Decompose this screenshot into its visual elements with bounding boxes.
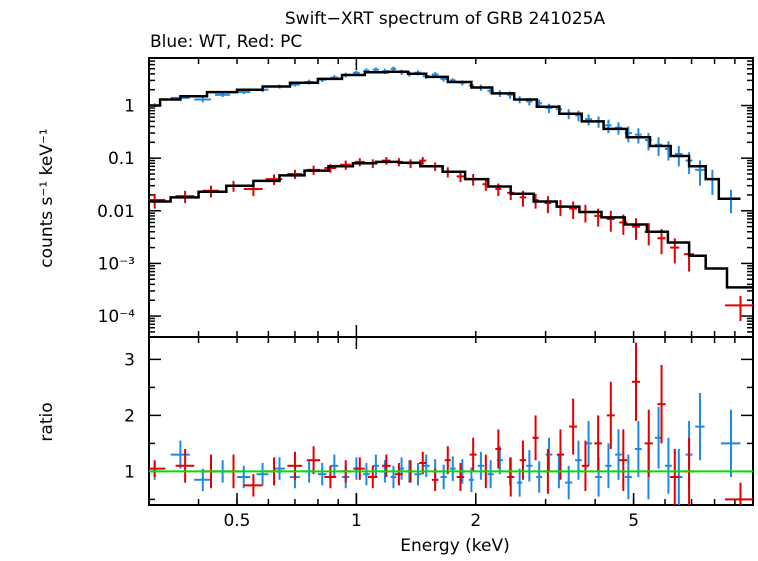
ratio-point-pc bbox=[243, 474, 263, 497]
ratio-point-pc bbox=[594, 415, 602, 472]
spectrum-point-pc bbox=[456, 171, 465, 183]
ratio-point-pc bbox=[644, 409, 653, 477]
ratio-point-wt bbox=[545, 437, 553, 472]
ratio-point-pc bbox=[725, 482, 753, 505]
ratio-point-wt bbox=[695, 393, 705, 461]
ratio-point-pc bbox=[670, 449, 680, 505]
ratio-point-wt bbox=[170, 440, 190, 469]
ratio-point-wt bbox=[634, 421, 642, 477]
spectrum-y-tick-label: 10⁻⁴ bbox=[98, 307, 136, 327]
ratio-point-pc bbox=[657, 365, 666, 444]
ratio-point-wt bbox=[536, 461, 543, 493]
x-tick-label: 5 bbox=[628, 511, 639, 531]
ratio-point-pc bbox=[581, 440, 590, 491]
ratio-point-pc bbox=[532, 415, 539, 461]
spectrum-panel-frame bbox=[148, 57, 754, 338]
spectrum-point-pc bbox=[725, 296, 753, 322]
spectrum-point-wt bbox=[545, 103, 553, 114]
spectrum-y-axis-label: counts s⁻¹ keV⁻¹ bbox=[37, 128, 57, 267]
spectrum-point-pc bbox=[631, 218, 641, 240]
ratio-point-wt bbox=[256, 463, 269, 486]
ratio-point-wt bbox=[390, 465, 397, 489]
spectrum-point-wt bbox=[214, 92, 230, 98]
spectrum-point-wt bbox=[705, 169, 719, 195]
spectrum-point-pc bbox=[569, 201, 578, 219]
ratio-y-tick-label: 1 bbox=[124, 462, 135, 482]
ratio-point-pc bbox=[631, 342, 641, 421]
spectrum-point-wt bbox=[605, 119, 612, 134]
spectrum-point-wt bbox=[584, 114, 593, 126]
ratio-point-pc bbox=[381, 454, 391, 477]
ratio-point-pc bbox=[324, 465, 337, 489]
ratio-y-axis-label: ratio bbox=[37, 402, 57, 441]
ratio-point-pc bbox=[606, 381, 615, 449]
ratio-point-wt bbox=[274, 457, 285, 480]
ratio-point-wt bbox=[487, 460, 494, 489]
ratio-point-wt bbox=[317, 463, 327, 486]
chart-subtitle: Blue: WT, Red: PC bbox=[150, 32, 302, 52]
ratio-point-wt bbox=[449, 456, 456, 481]
spectrum-point-wt bbox=[634, 128, 642, 144]
ratio-y-tick-label: 2 bbox=[124, 406, 135, 426]
ratio-panel-frame bbox=[148, 336, 754, 506]
ratio-point-pc bbox=[354, 457, 365, 480]
ratio-point-wt bbox=[422, 454, 430, 477]
spectrum-point-pc bbox=[419, 157, 427, 165]
spectrum-data-group bbox=[149, 66, 753, 322]
model-curve-pc bbox=[149, 160, 753, 289]
spectrum-point-wt bbox=[695, 160, 705, 186]
ratio-point-wt bbox=[363, 463, 370, 486]
spectrum-y-tick-label: 10⁻³ bbox=[98, 254, 135, 274]
ratio-point-wt bbox=[605, 443, 612, 489]
ratio-point-wt bbox=[516, 468, 523, 497]
ratio-data-group bbox=[149, 342, 753, 505]
spectrum-y-tick-label: 1 bbox=[124, 97, 135, 117]
x-tick-label: 2 bbox=[470, 511, 481, 531]
spectrum-point-wt bbox=[720, 189, 741, 214]
ratio-point-pc bbox=[469, 437, 477, 472]
ratio-point-wt bbox=[440, 464, 447, 490]
ratio-point-pc bbox=[456, 463, 465, 491]
spectrum-point-wt bbox=[390, 66, 397, 72]
ratio-point-pc bbox=[495, 429, 502, 469]
plot-layer: 0.5 1 2 5 1 0.1 0.01 10⁻³ 10⁻⁴ 1 2 3 bbox=[97, 57, 754, 531]
ratio-point-pc bbox=[149, 460, 166, 477]
spectrum-point-wt bbox=[194, 97, 212, 103]
ratio-point-pc bbox=[394, 463, 403, 486]
ratio-point-pc bbox=[619, 429, 628, 491]
spectrum-point-pc bbox=[606, 210, 615, 232]
ratio-point-wt bbox=[526, 450, 533, 482]
spectrum-y-tick-label: 0.01 bbox=[97, 202, 135, 222]
ratio-y-tick-label: 3 bbox=[124, 350, 135, 370]
ratio-point-pc bbox=[519, 440, 527, 480]
ratio-point-pc bbox=[175, 449, 195, 483]
x-tick-label: 1 bbox=[351, 511, 362, 531]
ratio-point-pc bbox=[507, 457, 515, 497]
ratio-point-wt bbox=[372, 454, 379, 477]
ratio-point-pc bbox=[306, 446, 321, 475]
ratio-point-wt bbox=[414, 463, 422, 486]
ratio-point-wt bbox=[575, 440, 582, 480]
ratio-point-pc bbox=[569, 398, 578, 455]
chart-title: Swift−XRT spectrum of GRB 241025A bbox=[285, 9, 606, 29]
ratio-point-pc bbox=[368, 465, 378, 489]
model-curve-wt bbox=[149, 70, 741, 200]
spectrum-point-pc bbox=[544, 196, 552, 214]
spectrum-point-pc bbox=[657, 229, 666, 255]
ratio-point-pc bbox=[287, 451, 303, 480]
ratio-point-wt bbox=[624, 454, 632, 500]
ratio-point-wt bbox=[665, 437, 672, 494]
ratio-point-wt bbox=[720, 409, 741, 477]
ratio-point-wt bbox=[477, 451, 485, 480]
x-tick-label: 0.5 bbox=[223, 511, 250, 531]
spectrum-point-pc bbox=[581, 204, 590, 223]
ratio-point-pc bbox=[444, 446, 451, 475]
ratio-point-wt bbox=[330, 454, 339, 477]
x-axis-label: Energy (keV) bbox=[400, 536, 510, 556]
spectrum-y-tick-label: 0.1 bbox=[108, 149, 135, 169]
